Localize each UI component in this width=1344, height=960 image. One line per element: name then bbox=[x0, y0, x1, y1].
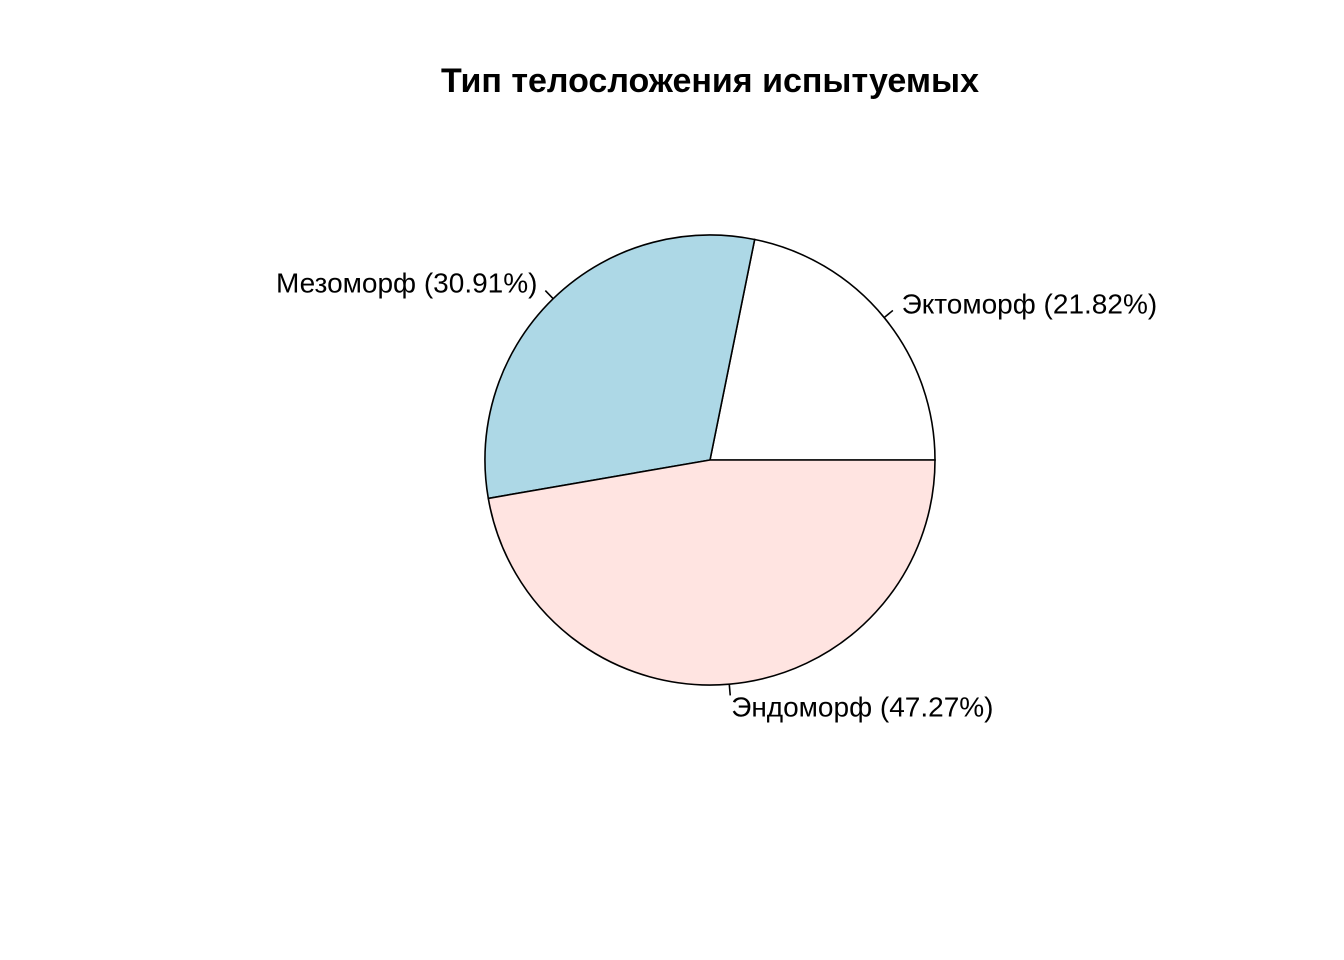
slice-ectomorph bbox=[709, 238, 936, 461]
label-mesomorph: Мезоморф (30.91%) bbox=[276, 268, 538, 299]
chart-title: Тип телосложения испытуемых bbox=[441, 62, 979, 100]
slice-mesomorph bbox=[484, 234, 756, 500]
pie-slices bbox=[484, 234, 936, 686]
slice-ectomorph-leader bbox=[883, 309, 894, 319]
slice-endomorph-leader bbox=[728, 684, 732, 696]
slice-labels: Эктоморф (21.82%) Мезоморф (30.91%) Эндомо… bbox=[276, 268, 1157, 723]
label-endomorph: Эндоморф (47.27%) bbox=[731, 692, 993, 723]
leader-lines bbox=[544, 290, 894, 696]
slice-endomorph bbox=[487, 459, 936, 686]
label-ectomorph: Эктоморф (21.82%) bbox=[902, 288, 1158, 319]
slice-mesomorph-leader bbox=[544, 290, 554, 300]
